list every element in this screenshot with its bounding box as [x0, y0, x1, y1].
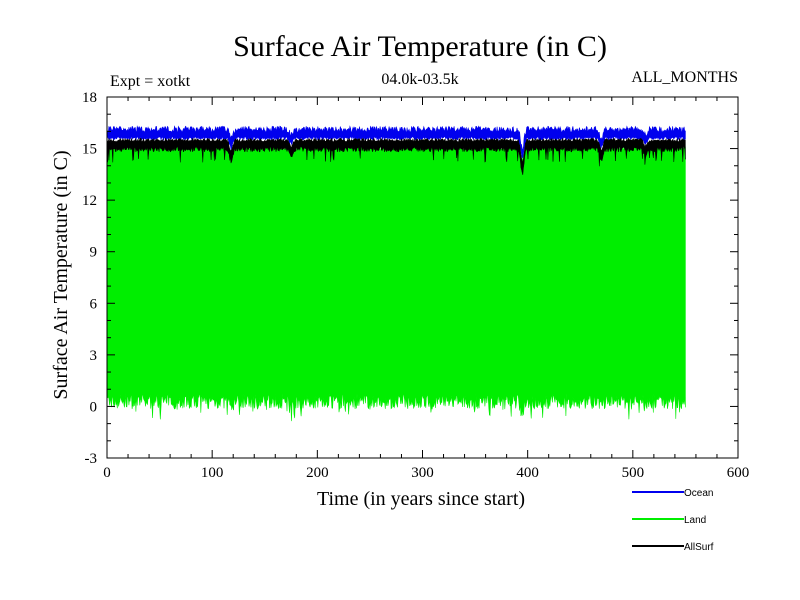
y-tick-label: 6: [90, 296, 98, 312]
y-tick-label: 18: [82, 90, 97, 106]
x-tick-label: 300: [411, 465, 434, 481]
legend-label: Ocean: [684, 488, 713, 499]
axis-ticks: [106, 96, 739, 459]
x-tick-label: 600: [727, 465, 750, 481]
x-tick-label: 200: [306, 465, 329, 481]
subtitle-period: 04.0k-03.5k: [381, 71, 458, 88]
y-tick-label: -3: [85, 451, 98, 467]
chart-title: Surface Air Temperature (in C): [233, 30, 607, 63]
y-tick-labels: -3 0 3 6 9 12 15 18: [82, 90, 98, 467]
legend-label: Land: [684, 515, 706, 526]
x-tick-label: 100: [201, 465, 224, 481]
x-tick-label: 400: [516, 465, 539, 481]
y-tick-label: 9: [90, 245, 98, 261]
x-axis-label: Time (in years since start): [317, 488, 525, 510]
legend-label: AllSurf: [684, 542, 714, 553]
y-axis-label: Surface Air Temperature (in C): [50, 150, 72, 399]
y-tick-label: 15: [82, 142, 97, 158]
plot-area: [106, 96, 739, 459]
x-tick-label: 0: [103, 465, 111, 481]
subtitle-months: ALL_MONTHS: [631, 69, 738, 86]
y-tick-label: 12: [82, 193, 97, 209]
series-layer: [106, 125, 686, 422]
series-allsurf: [106, 137, 686, 176]
y-tick-label: 0: [90, 399, 98, 415]
series-land: [106, 142, 686, 422]
series-ocean: [106, 125, 686, 159]
x-tick-label: 500: [622, 465, 645, 481]
y-tick-label: 3: [90, 348, 98, 364]
subtitle-expt: Expt = xotkt: [110, 73, 191, 90]
x-tick-labels: 0 100 200 300 400 500 600: [103, 465, 749, 481]
legend: Ocean Land AllSurf: [632, 488, 714, 553]
